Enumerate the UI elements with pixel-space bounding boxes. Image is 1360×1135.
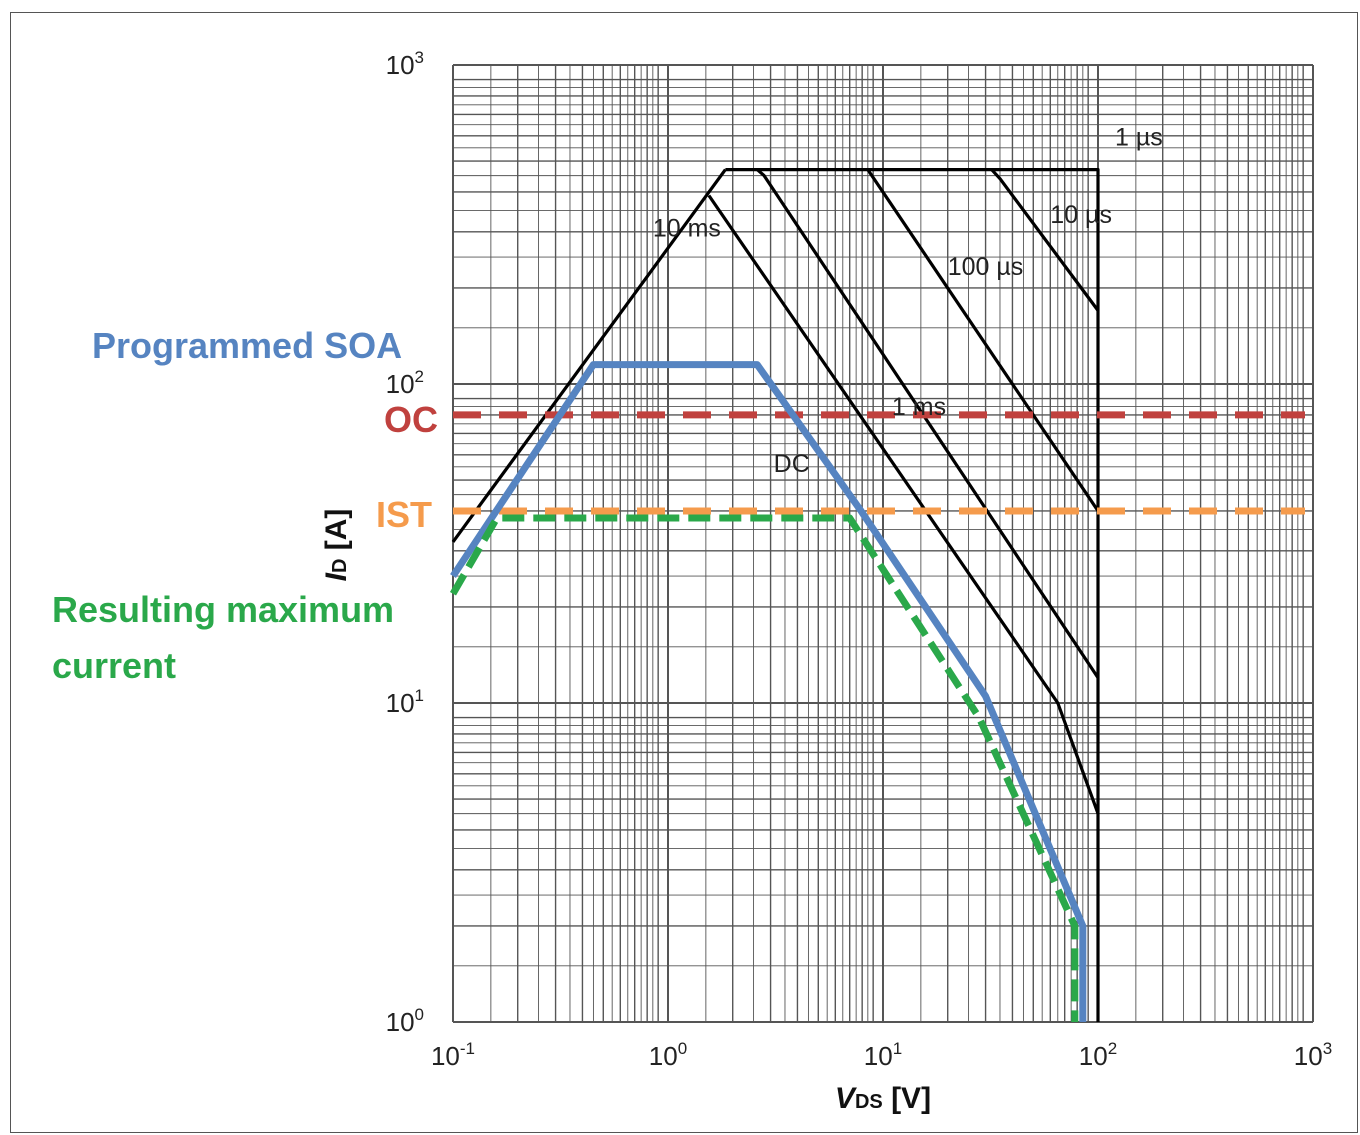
resulting-max-current-curve	[449, 514, 1079, 1022]
x-tick-label: 102	[1079, 1039, 1117, 1071]
curve-label-10-s: 10 µs	[1050, 201, 1112, 229]
programmed-soa-curve	[450, 361, 1087, 1022]
x-axis-title: VDS [V]	[835, 1082, 931, 1115]
limit-lines	[453, 411, 1305, 515]
y-tick-label: 102	[386, 367, 424, 399]
x-tick-label: 100	[649, 1039, 687, 1071]
soa-curve-1-s	[725, 168, 1100, 1022]
x-tick-label: 103	[1294, 1039, 1332, 1071]
programmed-soa-annotation: Programmed SOA	[92, 325, 402, 366]
soa-curve-dc	[451, 168, 727, 543]
y-tick-labels: 100 101 102 103	[386, 48, 424, 1037]
ist-annotation: IST	[376, 494, 432, 535]
soa-curve-10-ms	[707, 194, 1100, 815]
soa-curves	[451, 168, 1100, 1022]
curve-label-1-s: 1 µs	[1115, 123, 1163, 151]
resulting-max-annotation-line1: Resulting maximum	[52, 589, 394, 630]
soa-curve-100-s	[866, 168, 1100, 512]
x-tick-label: 10-1	[431, 1039, 475, 1071]
curve-label-100-s: 100 µs	[948, 253, 1024, 281]
y-tick-label: 101	[386, 686, 424, 718]
soa-curve-10-s	[990, 168, 1100, 312]
oc-annotation: OC	[384, 399, 438, 440]
curve-labels: 1 µs 10 µs 100 µs 1 ms 10 ms DC	[653, 123, 1163, 478]
x-tick-labels: 10-1 100 101 102 103	[431, 1039, 1332, 1071]
y-axis-title: ID [A]	[320, 509, 353, 582]
x-tick-label: 101	[864, 1039, 902, 1071]
curve-label-1-ms: 1 ms	[892, 393, 946, 421]
overlay-curves	[449, 361, 1087, 1022]
curve-label-dc: DC	[774, 450, 810, 478]
curve-label-10-ms: 10 ms	[653, 214, 721, 242]
y-tick-label: 100	[386, 1005, 424, 1037]
resulting-max-annotation-line2: current	[52, 645, 176, 686]
y-tick-label: 103	[386, 48, 424, 80]
figure-frame	[10, 12, 1358, 1133]
